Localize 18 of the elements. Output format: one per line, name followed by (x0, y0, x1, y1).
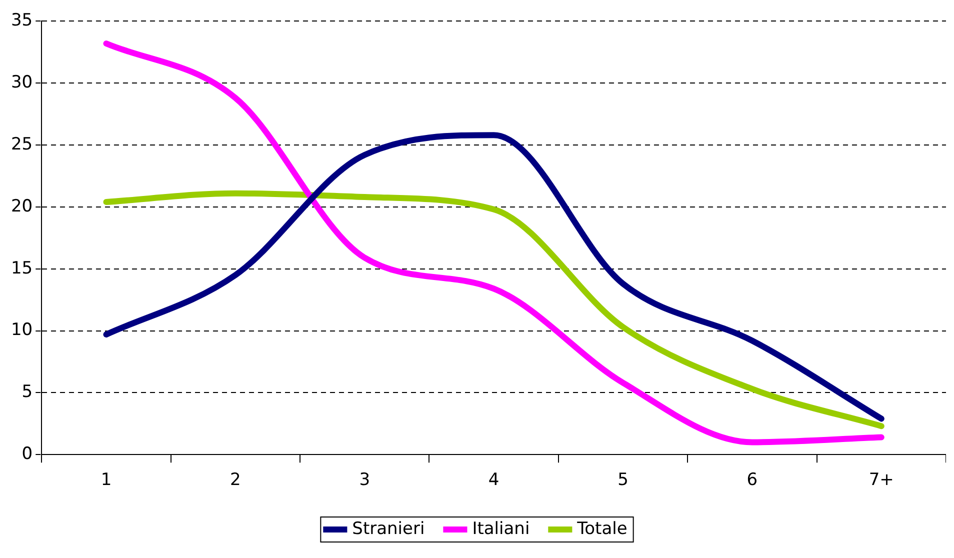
y-tick-label: 35 (10, 10, 33, 31)
x-tick-label: 5 (618, 470, 628, 490)
x-tick-label: 1 (100, 470, 112, 490)
y-tick-label: 10 (10, 320, 33, 340)
y-tick-label: 20 (10, 196, 33, 216)
x-tick-label: 4 (488, 470, 500, 490)
x-tick-label: 7+ (868, 470, 894, 490)
y-tick-label: 0 (22, 444, 33, 464)
y-tick-label: 30 (10, 72, 33, 93)
y-tick-label: 15 (10, 258, 33, 278)
legend-label: Italiani (472, 518, 530, 539)
y-tick-label: 25 (10, 134, 33, 154)
legend-label: Totale (576, 518, 628, 539)
x-tick-label: 3 (359, 470, 370, 490)
y-tick-label: 5 (22, 382, 33, 402)
x-tick-label: 6 (746, 470, 758, 490)
legend-label: Stranieri (352, 518, 425, 539)
x-tick-label: 2 (230, 470, 241, 490)
